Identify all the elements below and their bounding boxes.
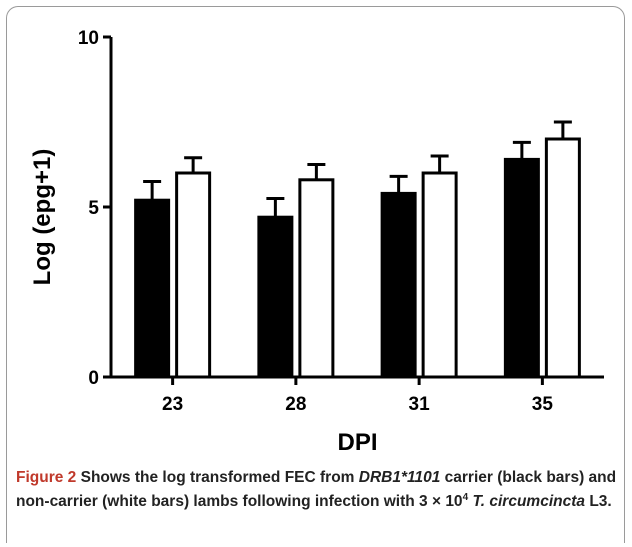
x-tick-label: 28	[285, 394, 306, 415]
caption-exponent: 4	[462, 491, 469, 503]
y-tick-label: 0	[88, 368, 99, 389]
caption-stage: L3	[589, 493, 608, 510]
caption-species: T. circumcincta	[472, 493, 585, 510]
y-tick-label: 10	[78, 28, 99, 49]
caption-text-1: Shows the log transformed FEC from	[76, 469, 359, 486]
chart-ticks: 0 5 10 23 28 31 35	[78, 28, 554, 415]
y-tick-label: 5	[88, 198, 99, 219]
x-axis-label: DPI	[337, 429, 377, 456]
bar-series2-28	[298, 178, 335, 379]
bar-series2-35	[544, 137, 581, 379]
caption-text-2: carrier (black bars) and non-carrier (wh…	[16, 469, 617, 510]
y-axis-label: Log (epg+1)	[29, 149, 56, 286]
x-tick-label: 31	[409, 394, 431, 415]
x-tick-label: 35	[532, 394, 554, 415]
bar-series1-35	[503, 157, 540, 379]
bar-chart: 0 5 10 23 28 31 35 Log (epg+1) DPI	[29, 28, 604, 456]
figure-caption: Figure 2 Shows the log transformed FEC f…	[16, 466, 620, 514]
caption-gene: DRB1*1101	[358, 469, 441, 486]
x-tick-label: 23	[162, 394, 183, 415]
caption-end: .	[607, 493, 612, 510]
bar-series1-23	[134, 198, 171, 379]
figure-frame	[6, 6, 625, 543]
bar-series1-28	[257, 215, 294, 379]
bar-series2-31	[421, 171, 458, 379]
bar-series1-31	[380, 191, 417, 379]
bar-series2-23	[175, 171, 212, 379]
caption-label: Figure 2	[16, 469, 77, 486]
chart-bars	[134, 120, 581, 379]
